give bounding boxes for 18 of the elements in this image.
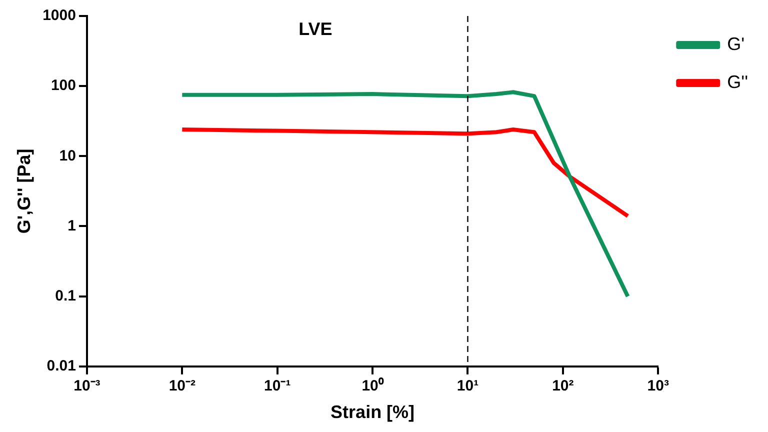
x-tick-label: 10² bbox=[552, 378, 574, 395]
y-tick-label: 100 bbox=[50, 77, 76, 94]
y-tick-label: 1000 bbox=[42, 7, 76, 24]
x-tick-label: 10⁻¹ bbox=[264, 378, 291, 395]
annotation: LVE bbox=[298, 18, 332, 39]
x-tick-label: 10⁻³ bbox=[74, 378, 100, 395]
legend-label: G'' bbox=[727, 72, 748, 92]
x-axis-title: Strain [%] bbox=[330, 402, 415, 422]
y-axis-title: G',G'' [Pa] bbox=[14, 148, 34, 234]
y-tick-label: 10 bbox=[59, 147, 76, 164]
x-tick-label: 10⁰ bbox=[362, 376, 384, 395]
x-tick-label: 10¹ bbox=[456, 378, 479, 395]
y-tick-label: 0.1 bbox=[55, 287, 76, 304]
y-tick-label: 1 bbox=[68, 217, 76, 234]
x-tick-label: 10³ bbox=[647, 378, 669, 395]
y-tick-label: 0.01 bbox=[46, 358, 76, 375]
legend-label: G' bbox=[727, 34, 745, 54]
x-tick-label: 10⁻² bbox=[168, 378, 196, 395]
